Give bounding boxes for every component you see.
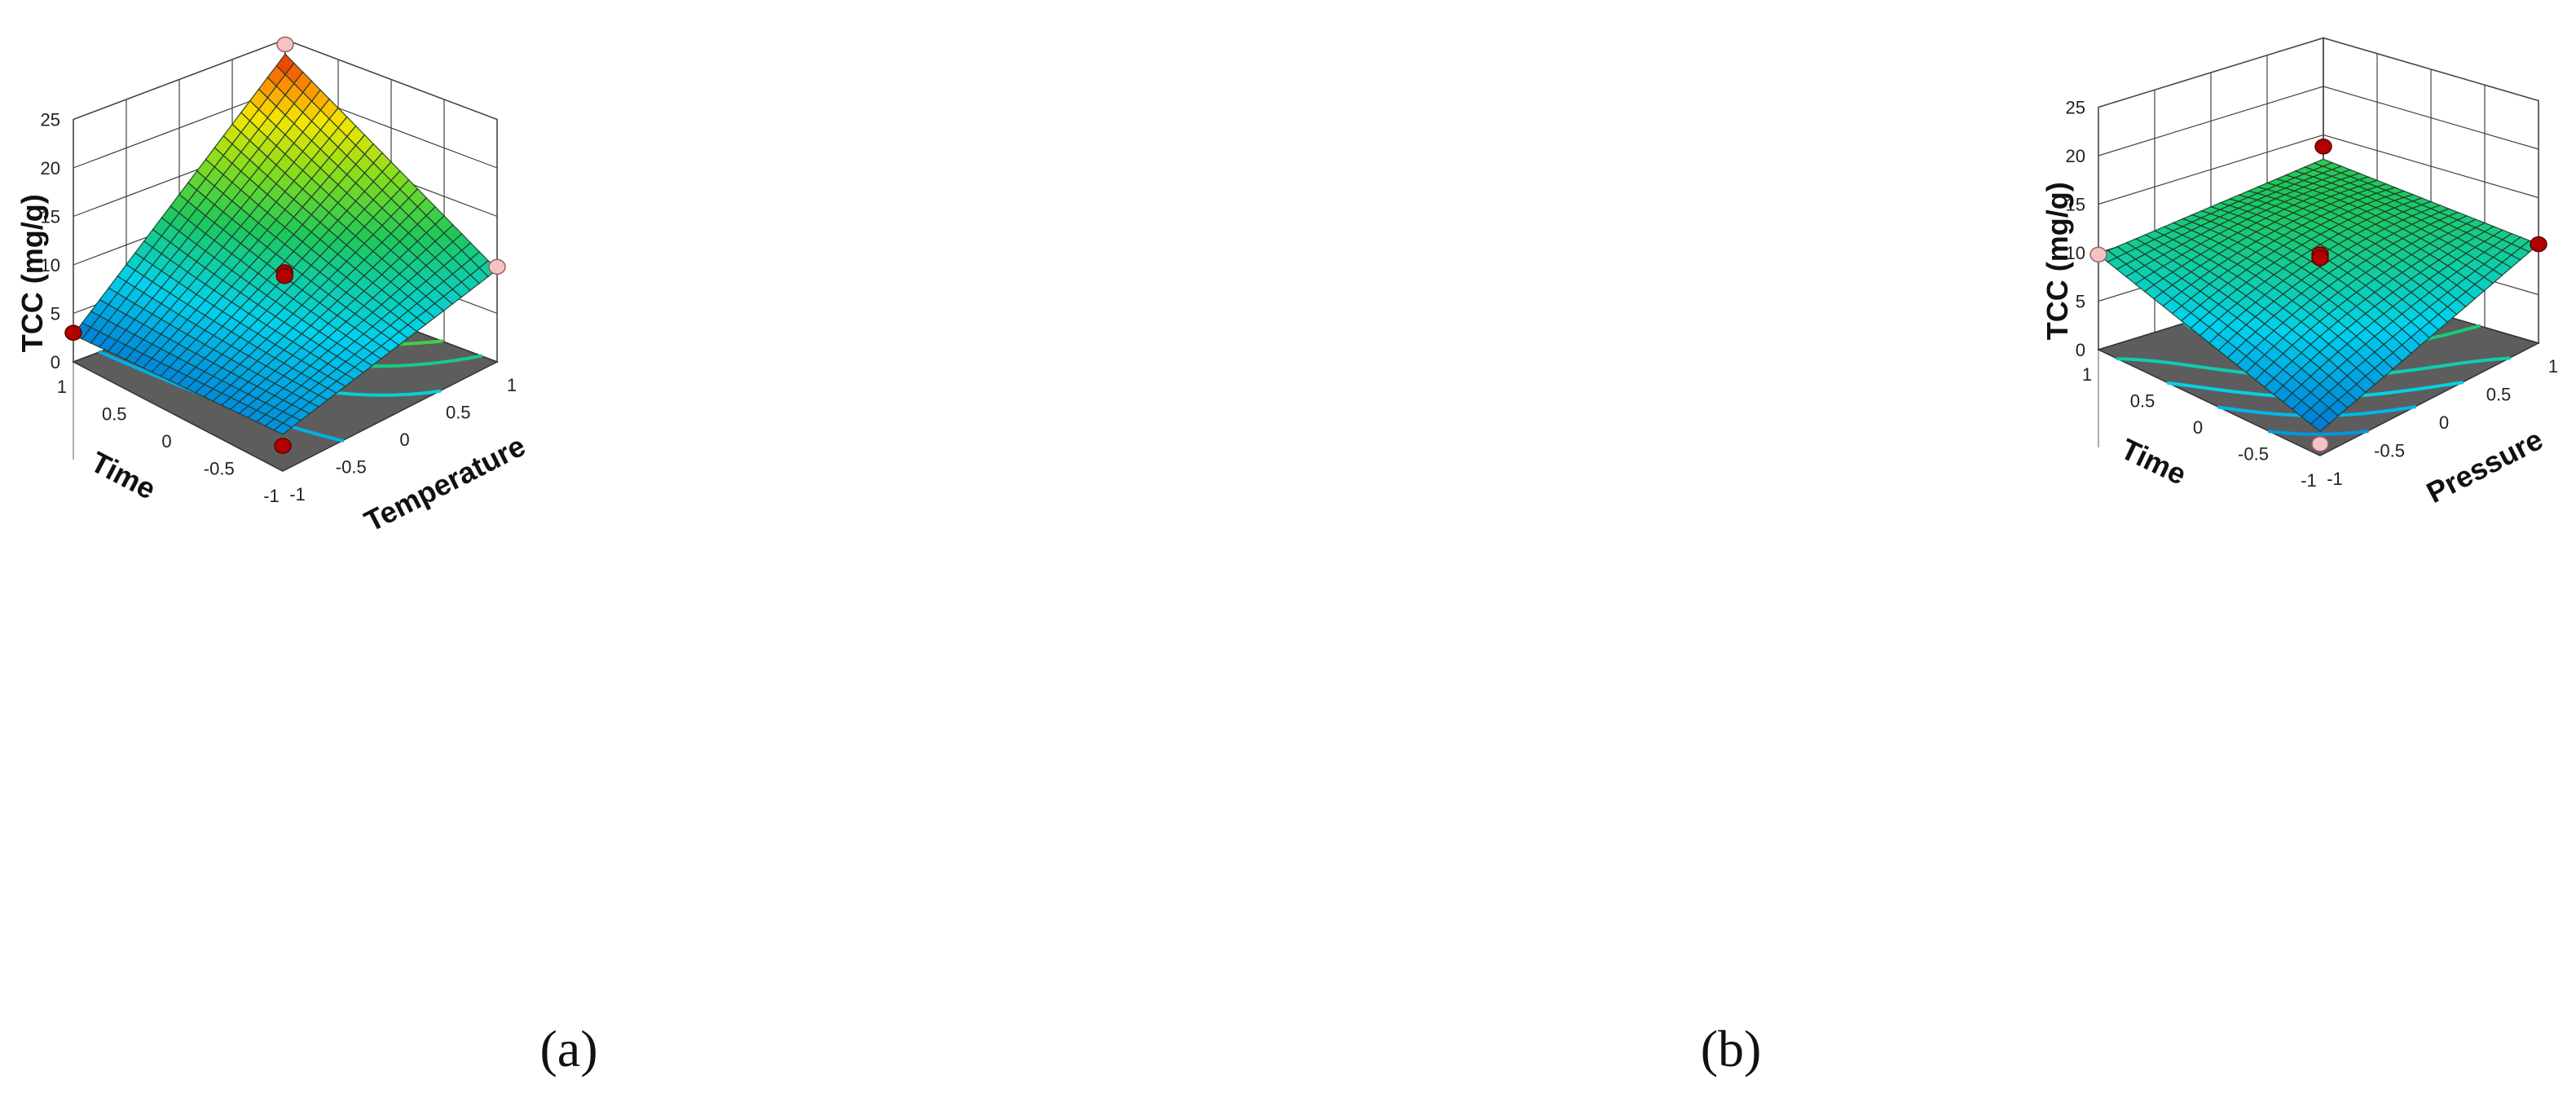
x-tick-label: 0 xyxy=(2439,412,2449,433)
y-tick-label: -1 xyxy=(2301,470,2317,491)
y-axis-label: Time xyxy=(2116,432,2191,491)
y-tick-label: -1 xyxy=(263,486,280,506)
panel-b-caption: (b) xyxy=(1700,1020,1762,1078)
design-point xyxy=(488,258,506,275)
x-tick-label: -0.5 xyxy=(2374,441,2405,461)
z-tick-label: 15 xyxy=(2066,195,2085,215)
design-points xyxy=(64,36,506,454)
x-tick-label: 1 xyxy=(2548,356,2558,377)
design-points xyxy=(2089,139,2547,452)
y-tick-label: 0 xyxy=(161,431,171,452)
design-point xyxy=(2311,435,2329,452)
y-tick-label: -0.5 xyxy=(204,459,235,479)
z-tick-label: 5 xyxy=(2076,292,2085,312)
z-tick-label: 25 xyxy=(2066,98,2085,118)
design-point xyxy=(274,438,292,454)
surface-cell xyxy=(2310,415,2331,433)
x-axis-label: Pressure xyxy=(2421,422,2548,509)
chart-b: 0 5 10 15 20 25 -1 -1 -0.5 -0.5 0 0 0.5 0.5 1 1 TCC (mg/… xyxy=(2041,37,2558,509)
z-tick-label: 20 xyxy=(41,158,60,178)
x-tick-label: -0.5 xyxy=(336,457,367,478)
response-surface xyxy=(2097,158,2540,433)
y-tick-label: 1 xyxy=(2082,364,2092,385)
wall-gridline xyxy=(2098,86,2539,156)
x-axis-label: Temperature xyxy=(359,429,531,538)
x-tick-label: 0.5 xyxy=(2486,385,2512,405)
x-tick-label: -1 xyxy=(289,484,306,505)
x-tick-label: 0.5 xyxy=(446,403,471,423)
z-tick-label: 0 xyxy=(51,352,60,372)
x-tick-label: -1 xyxy=(2327,469,2343,489)
surface-cell xyxy=(273,422,293,435)
design-point xyxy=(275,268,293,284)
response-surface xyxy=(73,53,498,435)
design-point xyxy=(2089,246,2107,263)
panel-a: 0 5 10 15 20 25 -1 -1 -0.5 -0.5 0 0 0.5 0.5 1 1 TCC (mg/… xyxy=(15,36,598,1078)
z-tick-label: 25 xyxy=(41,110,60,130)
design-point xyxy=(2311,250,2329,267)
contour-line xyxy=(2267,430,2369,436)
z-tick-label: 10 xyxy=(2066,243,2085,263)
chart-a: 0 5 10 15 20 25 -1 -1 -0.5 -0.5 0 0 0.5 0.5 1 1 TCC (mg/… xyxy=(15,36,531,538)
design-point xyxy=(2530,236,2547,253)
wall-gridline xyxy=(2098,134,2539,205)
design-point xyxy=(64,324,82,342)
z-tick-label: 15 xyxy=(41,207,60,227)
z-axis-label: TCC (mg/g) xyxy=(2041,182,2074,340)
z-tick-label: 20 xyxy=(2066,146,2085,166)
x-tick-label: 1 xyxy=(507,375,517,395)
z-axis-label: TCC (mg/g) xyxy=(15,194,49,352)
wall-gridline xyxy=(2098,37,2539,108)
y-tick-label: 1 xyxy=(57,377,67,397)
panel-a-caption: (a) xyxy=(539,1020,598,1078)
design-point xyxy=(2314,139,2332,155)
z-tick-label: 0 xyxy=(2076,340,2085,360)
y-tick-label: 0 xyxy=(2193,417,2203,438)
y-tick-label: -0.5 xyxy=(2238,444,2269,465)
z-tick-label: 10 xyxy=(41,255,60,275)
y-tick-label: 0.5 xyxy=(102,404,127,425)
y-axis-label: Time xyxy=(86,445,161,506)
z-tick-label: 5 xyxy=(51,304,60,324)
design-point xyxy=(276,36,294,53)
y-tick-label: 0.5 xyxy=(2130,391,2155,412)
panel-b: 0 5 10 15 20 25 -1 -1 -0.5 -0.5 0 0 0.5 0.5 1 1 TCC (mg/… xyxy=(1288,0,2576,1115)
x-tick-label: 0 xyxy=(399,430,409,450)
